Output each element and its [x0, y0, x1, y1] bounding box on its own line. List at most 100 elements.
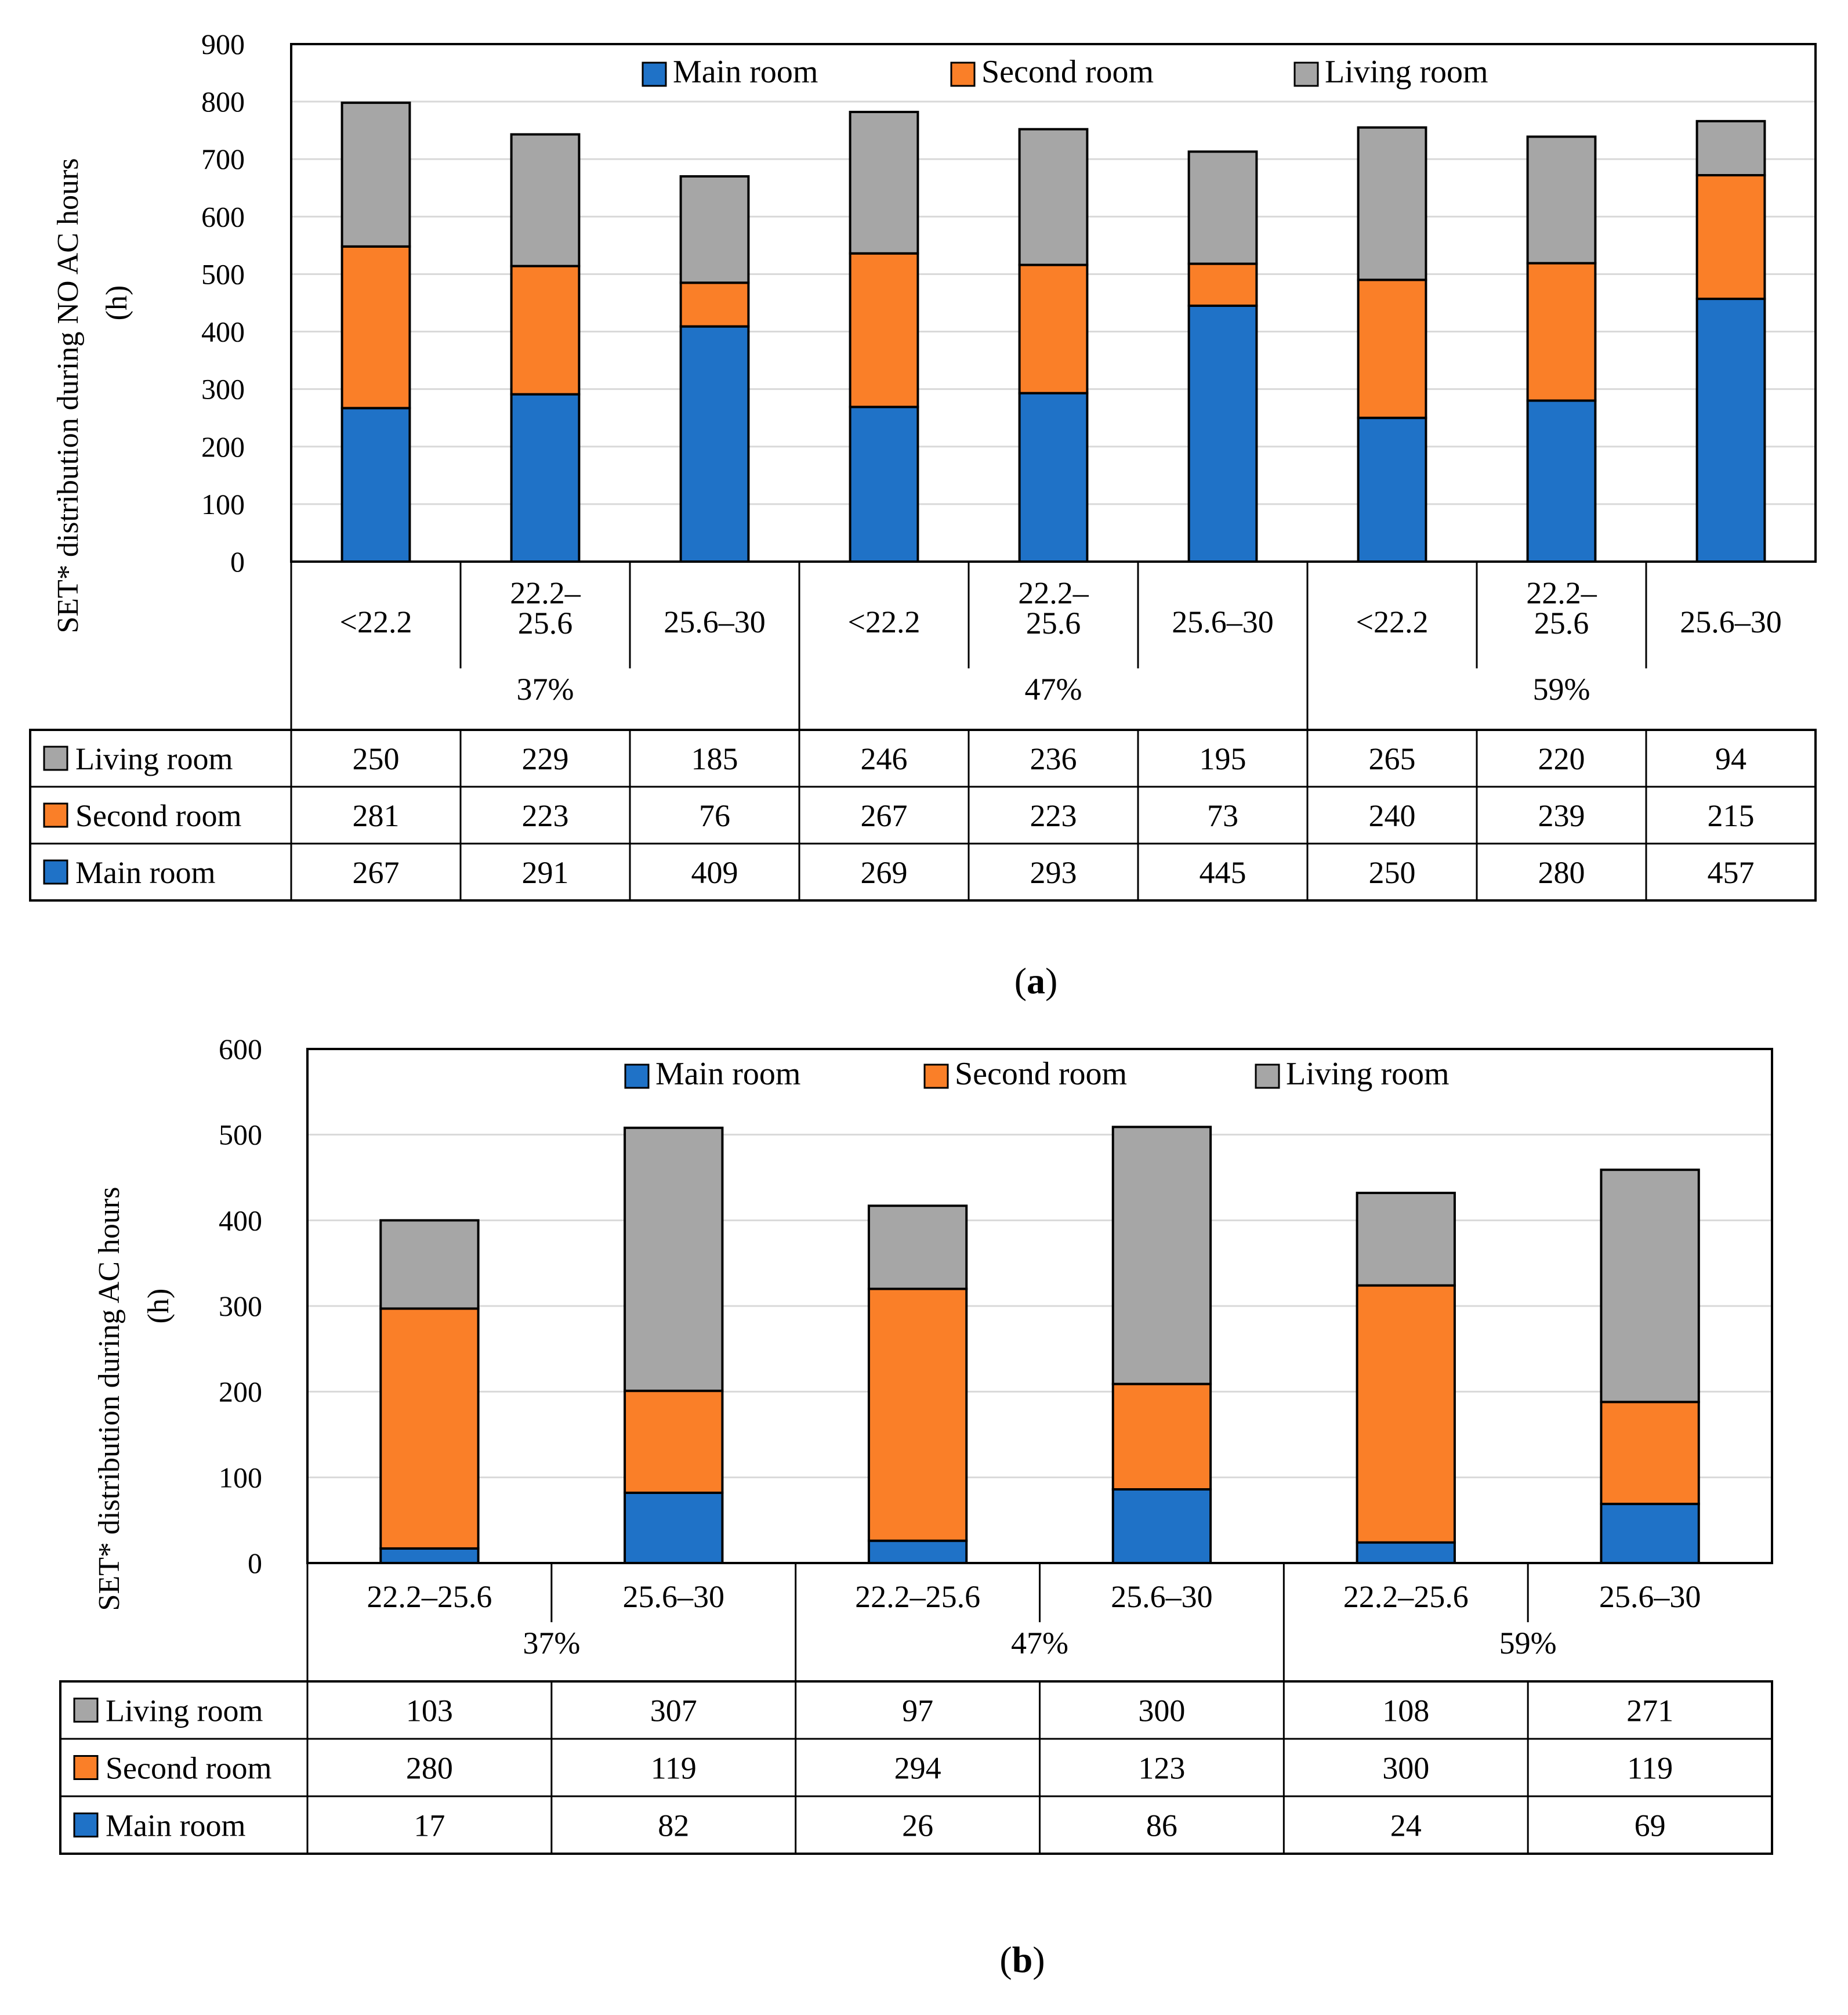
category-label: 22.2–	[1018, 576, 1089, 610]
chart-a: 0 100 200 300 400 500 600 700 800 900 SET* distrib…	[29, 28, 1817, 1001]
table-cell: 457	[1708, 855, 1755, 890]
bar-second-room	[679, 281, 750, 328]
category-label: 22.2–25.6	[855, 1579, 980, 1614]
bar-living-room	[679, 175, 750, 284]
bar-second-room	[510, 265, 581, 396]
table-row-header: Living room	[106, 1694, 263, 1728]
table-cell: 185	[691, 741, 738, 776]
bar-living-room	[1018, 128, 1089, 266]
bar-main-room	[849, 406, 919, 563]
category-label: 25.6–30	[1680, 605, 1782, 639]
table-cell: 246	[861, 741, 908, 776]
table-cell: 267	[861, 798, 908, 833]
table-cell: 291	[522, 855, 569, 890]
category-label: 25.6	[518, 606, 573, 641]
group-label: 59%	[1533, 672, 1590, 707]
table-row-header: Main room	[75, 855, 215, 890]
group-label: 47%	[1025, 672, 1082, 707]
bar-main-room	[867, 1539, 968, 1565]
category-label: 25.6–30	[664, 605, 766, 639]
category-label: 22.2–25.6	[367, 1579, 492, 1614]
y-tick-label: 0	[248, 1547, 262, 1579]
legend-swatch-living-room	[1255, 1063, 1280, 1089]
table-cell: 82	[658, 1808, 689, 1843]
bar-second-room	[1018, 263, 1089, 395]
category-label: <22.2	[340, 605, 412, 639]
bar-second-room	[1695, 173, 1766, 301]
table-key-main-room	[43, 859, 68, 885]
bar-living-room	[1600, 1169, 1700, 1403]
table-cell: 250	[1369, 855, 1416, 890]
table-cell: 269	[861, 855, 908, 890]
table-cell: 267	[353, 855, 400, 890]
bar-second-room	[1187, 262, 1258, 307]
legend-label: Second room	[955, 1056, 1127, 1092]
y-tick-label: 600	[219, 1033, 262, 1065]
table-cell: 281	[353, 798, 400, 833]
y-axis-label: SET* distribution during AC hours	[93, 1187, 126, 1611]
legend-label: Main room	[673, 54, 818, 90]
panel-caption: (a)	[1014, 960, 1058, 1001]
table-cell: 409	[691, 855, 738, 890]
y-tick-label: 600	[201, 200, 245, 233]
category-label: 25.6–30	[1111, 1579, 1213, 1614]
bar-living-room	[1111, 1126, 1212, 1385]
y-tick-label: 100	[219, 1461, 262, 1493]
category-label: 22.2–	[1526, 576, 1597, 610]
table-cell: 280	[1538, 855, 1585, 890]
table-cell: 240	[1369, 798, 1416, 833]
table-cell: 236	[1030, 741, 1077, 776]
group-label: 37%	[523, 1626, 580, 1661]
category-label: <22.2	[848, 605, 921, 639]
group-label: 59%	[1499, 1626, 1557, 1661]
bar-main-room	[1695, 298, 1766, 563]
table-cell: 294	[894, 1751, 941, 1786]
category-label: 25.6	[1534, 606, 1589, 641]
bar-main-room	[340, 407, 411, 563]
y-tick-label: 500	[219, 1119, 262, 1151]
bar-second-room	[1526, 262, 1597, 402]
table-key-living-room	[43, 746, 68, 771]
table-cell: 73	[1207, 798, 1238, 833]
bar-main-room	[1111, 1488, 1212, 1564]
group-label: 37%	[517, 672, 574, 707]
table-cell: 265	[1369, 741, 1416, 776]
bar-second-room	[1356, 1284, 1456, 1544]
y-tick-label: 100	[201, 488, 245, 520]
bar-main-room	[1018, 392, 1089, 563]
bar-living-room	[1187, 150, 1258, 265]
table-row-header: Main room	[106, 1808, 245, 1843]
table-cell: 17	[414, 1808, 445, 1843]
table-cell: 293	[1030, 855, 1077, 890]
table-cell: 271	[1626, 1694, 1673, 1728]
y-tick-label: 300	[201, 373, 245, 406]
table-cell: 220	[1538, 741, 1585, 776]
table-key-living-room	[73, 1698, 99, 1723]
bar-main-room	[679, 325, 750, 563]
plot-area-border	[290, 43, 1817, 563]
y-tick-label: 200	[219, 1376, 262, 1408]
table-cell: 119	[651, 1751, 697, 1786]
bar-living-room	[1357, 126, 1427, 281]
bar-main-room	[1356, 1541, 1456, 1565]
category-label: 25.6	[1026, 606, 1081, 641]
table-cell: 69	[1635, 1808, 1666, 1843]
table-row-header: Second room	[106, 1751, 271, 1786]
table-cell: 307	[650, 1694, 697, 1728]
bar-second-room	[1111, 1383, 1212, 1491]
category-label: 25.6–30	[1172, 605, 1274, 639]
bar-living-room	[379, 1219, 480, 1310]
bar-second-room	[624, 1390, 724, 1494]
bar-main-room	[624, 1491, 724, 1564]
table-cell: 300	[1138, 1694, 1185, 1728]
table-cell: 223	[1030, 798, 1077, 833]
bar-main-room	[1600, 1503, 1700, 1565]
legend-label: Living room	[1286, 1056, 1450, 1092]
y-axis-unit-label: (h)	[100, 285, 133, 321]
bar-main-room	[1187, 304, 1258, 563]
y-tick-label: 400	[201, 316, 245, 348]
bar-main-room	[510, 393, 581, 563]
table-cell: 215	[1708, 798, 1755, 833]
bar-living-room	[1526, 135, 1597, 265]
category-label: 25.6–30	[1599, 1579, 1701, 1614]
